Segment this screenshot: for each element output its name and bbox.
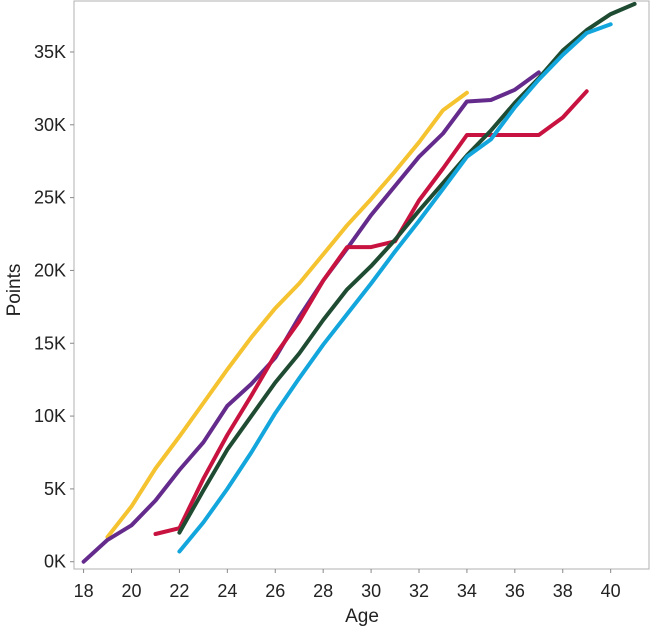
y-tick-label: 10K (34, 406, 66, 426)
series-layer (81, 1, 637, 564)
x-axis-title: Age (345, 606, 379, 627)
y-tick-label: 15K (34, 333, 66, 353)
x-tick-label: 28 (313, 581, 333, 601)
x-tick-label: 20 (121, 581, 141, 601)
y-axis-title: Points (4, 264, 25, 317)
y-tick-label: 35K (34, 42, 66, 62)
x-tick-label: 34 (457, 581, 477, 601)
x-tick-label: 26 (265, 581, 285, 601)
x-tick-label: 40 (601, 581, 621, 601)
x-tick-label: 32 (409, 581, 429, 601)
y-tick-label: 25K (34, 188, 66, 208)
y-tick-label: 20K (34, 260, 66, 280)
x-tick-label: 24 (217, 581, 237, 601)
x-tick-label: 36 (505, 581, 525, 601)
y-tick-label: 0K (44, 552, 66, 572)
series-line-4 (177, 1, 637, 535)
series-line-2 (81, 70, 541, 564)
series-line-3 (153, 89, 589, 536)
series-line-5 (177, 22, 613, 554)
x-axis: 18 20 22 24 26 28 30 32 34 36 38 40 (74, 569, 621, 601)
plot-area-frame (73, 0, 650, 570)
y-axis: 0K 5K 10K 15K 20K 25K 30K 35K (34, 42, 74, 572)
y-tick-label: 5K (44, 479, 66, 499)
y-tick-label: 30K (34, 115, 66, 135)
x-tick-label: 22 (169, 581, 189, 601)
x-tick-label: 18 (74, 581, 94, 601)
series-line-1 (105, 90, 469, 539)
x-tick-label: 38 (553, 581, 573, 601)
x-tick-label: 30 (361, 581, 381, 601)
